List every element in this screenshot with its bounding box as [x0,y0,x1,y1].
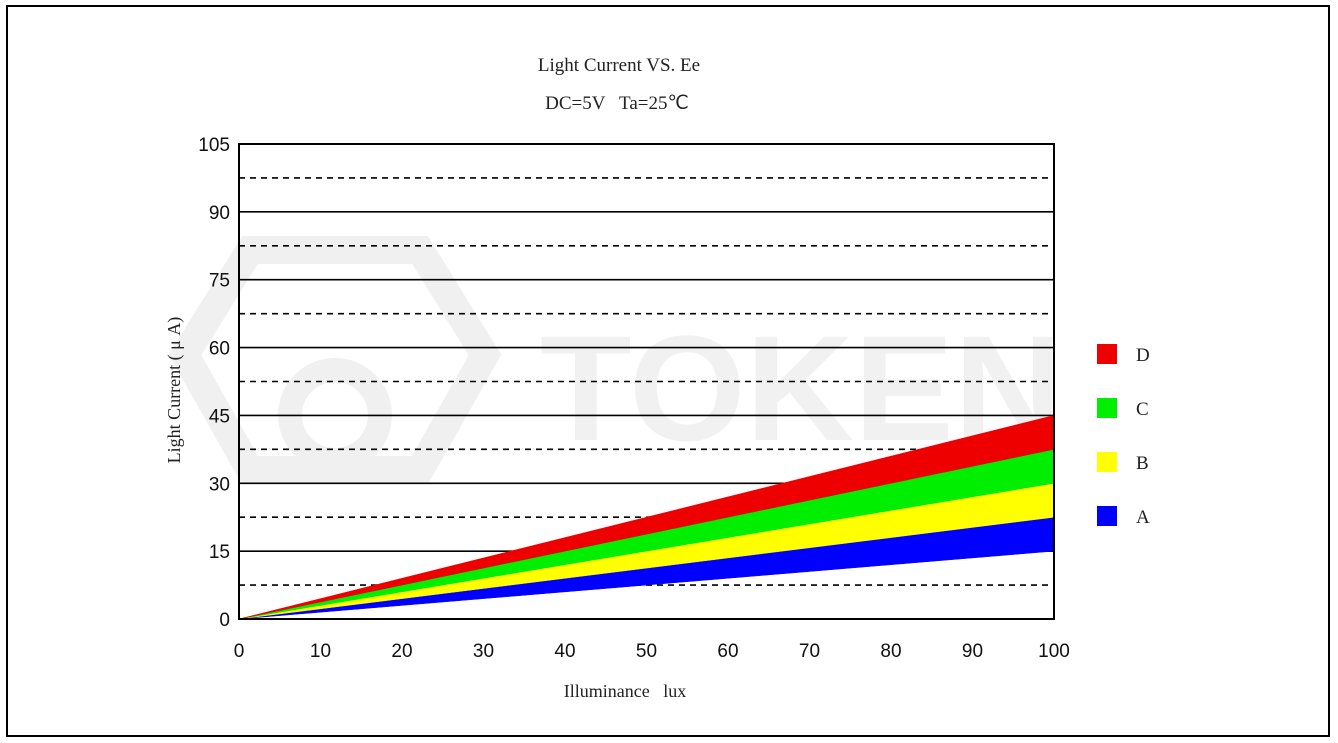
legend-swatch-C [1097,398,1117,418]
plot-area-border [238,143,1055,620]
legend-swatch-B [1097,452,1117,472]
chart-frame [6,5,1330,737]
x-tick-label: 100 [1038,641,1070,662]
x-tick-label: 50 [636,641,657,662]
y-tick-label: 45 [209,406,230,427]
x-axis-label: Illuminance lux [564,681,686,701]
y-tick-label: 75 [209,271,230,292]
legend-label-A: A [1136,507,1150,528]
x-tick-label: 80 [880,641,901,662]
legend-label-C: C [1136,399,1149,420]
legend-label-D: D [1136,345,1150,366]
x-tick-label: 0 [234,641,245,662]
watermark: TOKEN [168,236,1062,484]
y-tick-label: 60 [209,339,230,360]
chart-subtitle: DC=5V Ta=25℃ [545,93,689,114]
x-tick-label: 90 [962,641,983,662]
y-axis-label: Light Current ( μ A) [164,317,185,464]
x-tick-label: 20 [391,641,412,662]
legend-swatch-A [1097,506,1117,526]
x-tick-label: 40 [554,641,575,662]
legend-swatch-D [1097,344,1117,364]
x-tick-labels: 0 10 20 30 40 50 60 70 80 90 100 [234,641,1070,662]
y-tick-labels: 0 15 30 45 60 75 90 105 [198,135,230,631]
y-tick-label: 0 [219,610,230,631]
y-tick-label: 15 [209,542,230,563]
x-tick-label: 70 [799,641,820,662]
legend-label-B: B [1136,453,1149,474]
x-tick-label: 30 [473,641,494,662]
y-tick-label: 105 [198,135,230,156]
x-tick-label: 10 [310,641,331,662]
watermark-logo-hexagon [168,236,502,484]
legend: D C B A [1097,344,1150,528]
y-tick-label: 90 [209,203,230,224]
chart-title: Light Current VS. Ee [538,55,700,76]
y-tick-label: 30 [209,474,230,495]
x-tick-label: 60 [717,641,738,662]
